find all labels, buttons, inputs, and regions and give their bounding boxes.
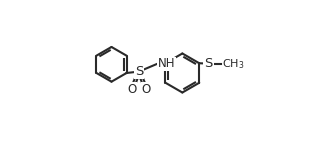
Text: O: O [142,83,151,96]
Text: O: O [127,83,136,96]
Text: S: S [204,57,213,70]
Text: NH: NH [158,57,175,70]
Text: CH$_3$: CH$_3$ [222,57,245,71]
Text: S: S [135,65,143,78]
